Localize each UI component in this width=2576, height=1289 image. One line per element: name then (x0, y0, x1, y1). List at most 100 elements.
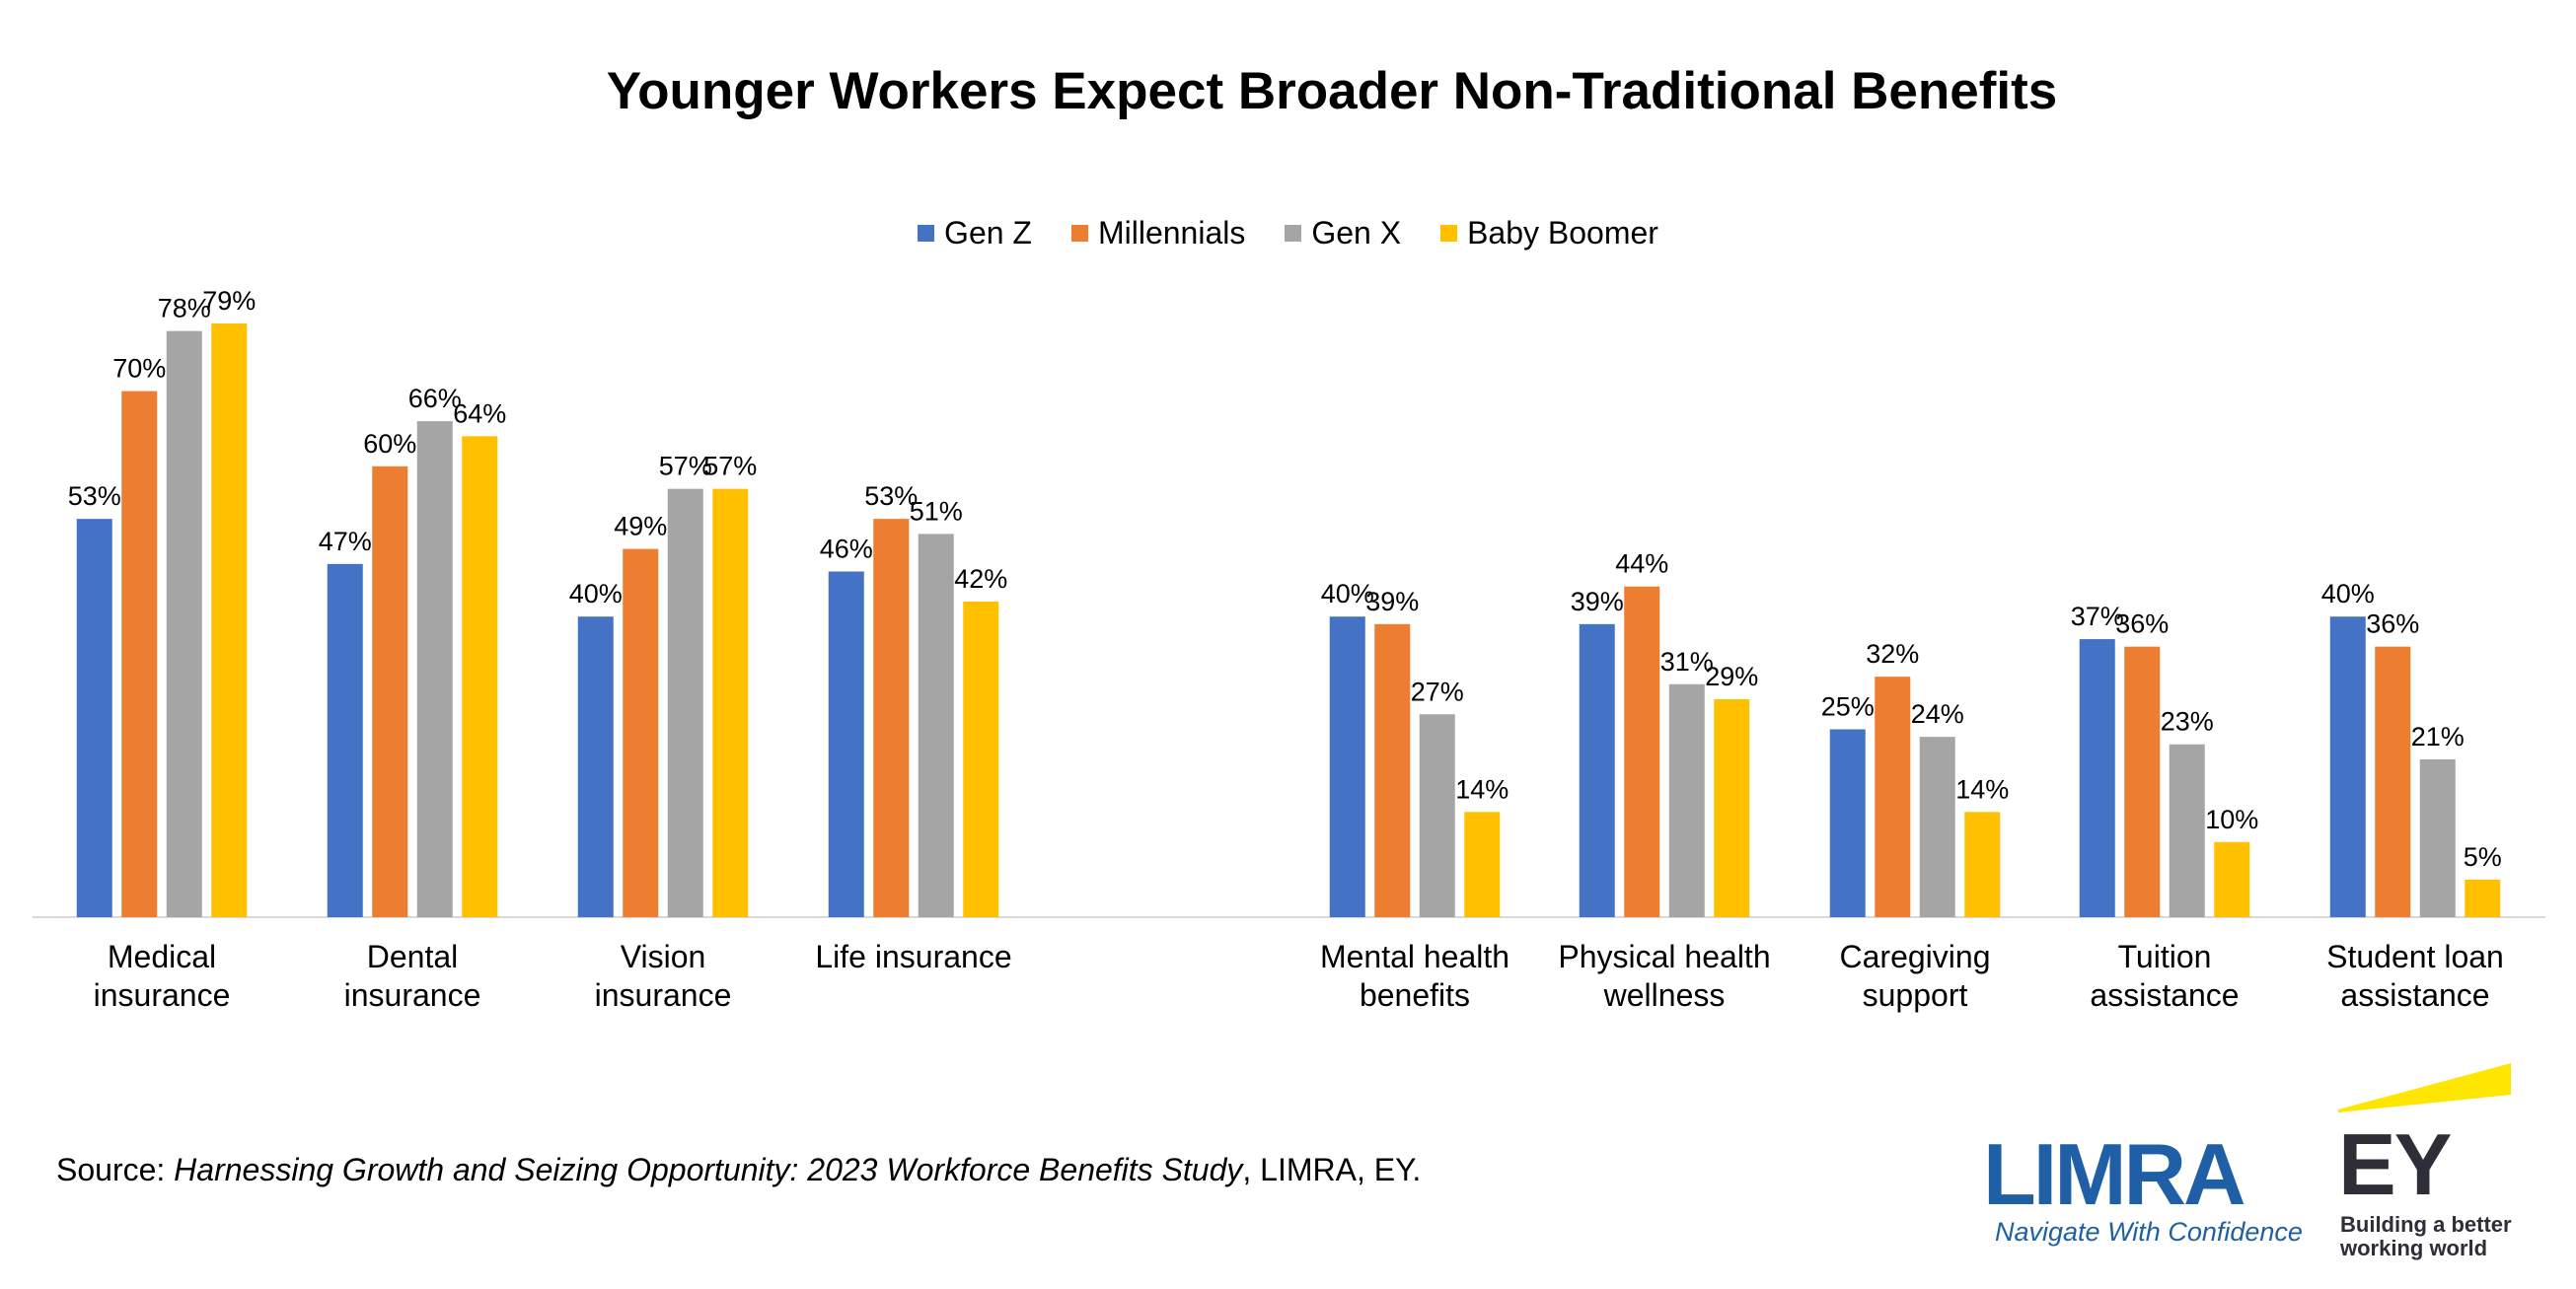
data-label: 47% (319, 527, 372, 556)
bar (166, 330, 202, 917)
legend-item: Gen Z (918, 215, 1032, 251)
bar (2079, 639, 2115, 917)
bar (327, 563, 363, 917)
category-label: Medical (108, 939, 216, 974)
category-label: insurance (595, 977, 732, 1013)
data-label: 5% (2464, 842, 2502, 872)
data-label: 51% (910, 496, 963, 526)
data-label: 25% (1821, 692, 1875, 722)
bar (2419, 758, 2456, 917)
data-label: 44% (1615, 549, 1668, 579)
data-label: 21% (2411, 722, 2465, 752)
category-label: wellness (1603, 977, 1726, 1013)
legend-label: Gen X (1311, 215, 1402, 251)
category-label: insurance (94, 977, 231, 1013)
data-label: 32% (1866, 639, 1919, 669)
category-label: support (1863, 977, 1968, 1013)
bar (2169, 744, 2205, 917)
bar (1964, 812, 2001, 917)
bar (667, 488, 703, 917)
bar (1829, 729, 1866, 917)
data-label: 40% (2321, 579, 2375, 609)
category-label: Life insurance (815, 939, 1011, 974)
category-label: assistance (2340, 977, 2489, 1013)
bar (1329, 616, 1365, 917)
category-label: insurance (344, 977, 481, 1013)
bar (121, 391, 158, 918)
bar (828, 571, 864, 917)
data-label: 78% (158, 294, 211, 323)
bar (623, 548, 659, 917)
bar (76, 519, 112, 917)
source-study-title: Harnessing Growth and Seizing Opportunit… (174, 1152, 1243, 1187)
category-label: Physical health (1558, 939, 1770, 974)
category-label: Mental health (1320, 939, 1509, 974)
ey-logo: EY Building a better working world (2338, 1055, 2536, 1272)
bar (712, 488, 749, 917)
data-label: 39% (1571, 587, 1624, 616)
legend-swatch (1285, 225, 1302, 242)
data-label: 29% (1705, 662, 1758, 691)
legend-swatch (1440, 225, 1458, 242)
bar (1714, 699, 1750, 917)
bar (2124, 646, 2161, 917)
bar (918, 534, 954, 917)
legend-swatch (1070, 225, 1088, 242)
data-label: 53% (864, 481, 918, 511)
data-label: 14% (1455, 774, 1509, 804)
legend-item: Baby Boomer (1440, 215, 1658, 251)
bar (1919, 737, 1955, 917)
data-label: 27% (1411, 677, 1464, 706)
bar (211, 323, 248, 917)
bar (1624, 586, 1660, 917)
bar (1668, 683, 1705, 917)
bar (1875, 677, 1911, 917)
source-note: Source: Harnessing Growth and Seizing Op… (56, 1152, 1421, 1188)
legend-label: Gen Z (944, 215, 1032, 251)
data-label: 46% (820, 534, 873, 563)
data-label: 70% (112, 354, 166, 384)
legend-item: Gen X (1285, 215, 1401, 251)
data-label: 39% (1365, 587, 1419, 616)
bar (462, 436, 498, 917)
bar (2329, 616, 2366, 917)
bar (2375, 646, 2411, 917)
bar (416, 421, 453, 917)
limra-logo: LIMRA Navigate With Confidence (1983, 1124, 2303, 1253)
bar (2214, 841, 2250, 917)
category-label: assistance (2090, 977, 2239, 1013)
category-label: benefits (1360, 977, 1470, 1013)
chart-legend: Gen Z Millennials Gen X Baby Boomer (0, 215, 2576, 251)
bar (1374, 623, 1411, 917)
data-label: 31% (1660, 647, 1714, 677)
ey-wordmark: EY (2338, 1115, 2452, 1213)
limra-tagline: Navigate With Confidence (1995, 1217, 2303, 1247)
category-label: Tuition (2118, 939, 2212, 974)
legend-swatch (918, 225, 935, 242)
data-label: 40% (569, 579, 623, 609)
data-label: 42% (954, 564, 1007, 594)
data-label: 14% (1955, 774, 2009, 804)
data-label: 57% (659, 452, 712, 481)
source-prefix: Source: (56, 1152, 175, 1187)
bar (577, 616, 614, 917)
category-label: Dental (367, 939, 459, 974)
data-label: 37% (2071, 602, 2124, 631)
data-label: 36% (2366, 609, 2419, 639)
data-label: 40% (1321, 579, 1374, 609)
data-label: 23% (2161, 707, 2214, 737)
data-label: 10% (2205, 805, 2258, 834)
data-label: 24% (1911, 699, 1964, 729)
chart-title: Younger Workers Expect Broader Non-Tradi… (606, 62, 2058, 120)
legend-label: Millennials (1097, 215, 1246, 251)
limra-wordmark: LIMRA (1983, 1125, 2246, 1223)
ey-beam-icon (2338, 1063, 2511, 1112)
category-label: Vision (621, 939, 706, 974)
data-label: 57% (703, 452, 757, 481)
bar (1464, 812, 1501, 917)
legend-item: Millennials (1070, 215, 1246, 251)
bar (372, 465, 408, 917)
data-label: 36% (2115, 609, 2169, 639)
bar (2465, 879, 2501, 917)
